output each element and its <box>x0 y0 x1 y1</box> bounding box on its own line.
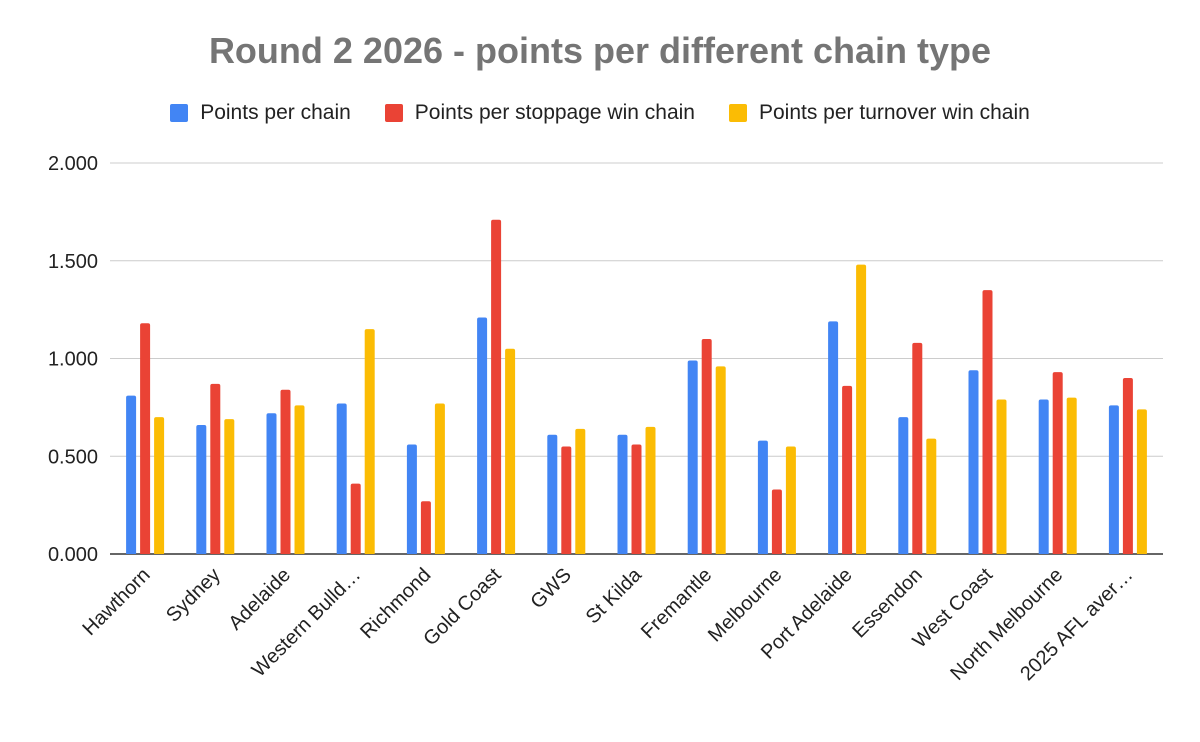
bar-richmond-points-per-turnover-win-chain <box>434 403 445 554</box>
bar-north-melbourne-points-per-turnover-win-chain <box>1066 397 1077 554</box>
legend-label-points-per-turnover-win-chain: Points per turnover win chain <box>758 101 1030 124</box>
bar-port-adelaide-points-per-chain <box>828 321 839 554</box>
bar-port-adelaide-points-per-stoppage-win-chain <box>842 385 853 554</box>
bar-st-kilda-points-per-stoppage-win-chain <box>631 444 642 554</box>
bar-west-coast-points-per-turnover-win-chain <box>996 399 1007 554</box>
bar-fremantle-points-per-stoppage-win-chain <box>701 338 712 554</box>
bar-gws-points-per-stoppage-win-chain <box>561 446 572 554</box>
legend-label-points-per-stoppage-win-chain: Points per stoppage win chain <box>414 101 695 124</box>
legend-swatch-points-per-turnover-win-chain <box>728 104 747 122</box>
bar-gws-points-per-chain <box>547 434 558 554</box>
bar-richmond-points-per-stoppage-win-chain <box>420 501 431 554</box>
bar-st-kilda-points-per-chain <box>617 434 628 554</box>
bar-fremantle-points-per-turnover-win-chain <box>715 366 726 554</box>
bar-west-coast-points-per-stoppage-win-chain <box>982 290 993 554</box>
bar-richmond-points-per-chain <box>406 444 417 554</box>
y-tick-label: 0.500 <box>48 446 98 468</box>
bar-essendon-points-per-turnover-win-chain <box>926 438 937 554</box>
bar-north-melbourne-points-per-chain <box>1038 399 1049 554</box>
legend-swatch-points-per-chain <box>170 104 189 122</box>
y-tick-label: 0.000 <box>48 544 98 566</box>
bar-fremantle-points-per-chain <box>687 360 698 554</box>
bar-essendon-points-per-chain <box>898 417 909 554</box>
y-tick-label: 2.000 <box>48 153 98 175</box>
bar-2025-afl-aver-points-per-turnover-win-chain <box>1136 409 1147 554</box>
legend-item-points-per-stoppage-win-chain[interactable]: Points per stoppage win chain <box>384 101 695 125</box>
bar-2025-afl-aver-points-per-stoppage-win-chain <box>1122 378 1133 554</box>
bar-gold-coast-points-per-chain <box>477 317 488 554</box>
bar-west-coast-points-per-chain <box>968 370 979 554</box>
x-tick-label: GWS <box>526 564 575 613</box>
bar-melbourne-points-per-turnover-win-chain <box>785 446 796 554</box>
legend-item-points-per-turnover-win-chain[interactable]: Points per turnover win chain <box>728 101 1030 125</box>
bar-adelaide-points-per-chain <box>266 413 277 554</box>
bar-western-bulld-points-per-turnover-win-chain <box>364 329 375 554</box>
bar-2025-afl-aver-points-per-chain <box>1108 405 1119 554</box>
bar-port-adelaide-points-per-turnover-win-chain <box>856 264 867 554</box>
bar-sydney-points-per-stoppage-win-chain <box>210 383 221 554</box>
bar-sydney-points-per-turnover-win-chain <box>224 419 235 554</box>
bar-western-bulld-points-per-stoppage-win-chain <box>350 483 361 554</box>
x-tick-label: Adelaide <box>224 564 295 635</box>
bar-sydney-points-per-chain <box>196 424 207 554</box>
chart-title: Round 2 2026 - points per different chai… <box>208 30 992 71</box>
bar-melbourne-points-per-chain <box>757 440 768 554</box>
y-tick-label: 1.500 <box>48 251 98 273</box>
bar-western-bulld-points-per-chain <box>336 403 347 554</box>
legend-item-points-per-chain[interactable]: Points per chain <box>170 101 351 125</box>
bar-adelaide-points-per-stoppage-win-chain <box>280 389 291 554</box>
bar-gws-points-per-turnover-win-chain <box>575 428 586 554</box>
legend: Points per chain Points per stoppage win… <box>0 98 1200 128</box>
x-tick-label: Hawthorn <box>79 564 155 640</box>
bar-st-kilda-points-per-turnover-win-chain <box>645 426 656 554</box>
bar-hawthorn-points-per-chain <box>126 395 137 554</box>
bar-hawthorn-points-per-stoppage-win-chain <box>140 323 151 554</box>
bar-adelaide-points-per-turnover-win-chain <box>294 405 305 554</box>
x-tick-label: Sydney <box>162 564 225 627</box>
legend-swatch-points-per-stoppage-win-chain <box>384 104 403 122</box>
y-tick-label: 1.000 <box>48 349 98 371</box>
legend-label-points-per-chain: Points per chain <box>200 101 351 124</box>
bar-essendon-points-per-stoppage-win-chain <box>912 342 923 554</box>
bar-gold-coast-points-per-stoppage-win-chain <box>491 219 502 554</box>
x-tick-label: St Kilda <box>582 563 647 628</box>
bar-north-melbourne-points-per-stoppage-win-chain <box>1052 372 1063 554</box>
bar-gold-coast-points-per-turnover-win-chain <box>505 348 516 554</box>
bar-melbourne-points-per-stoppage-win-chain <box>771 489 782 554</box>
bar-hawthorn-points-per-turnover-win-chain <box>154 417 165 554</box>
